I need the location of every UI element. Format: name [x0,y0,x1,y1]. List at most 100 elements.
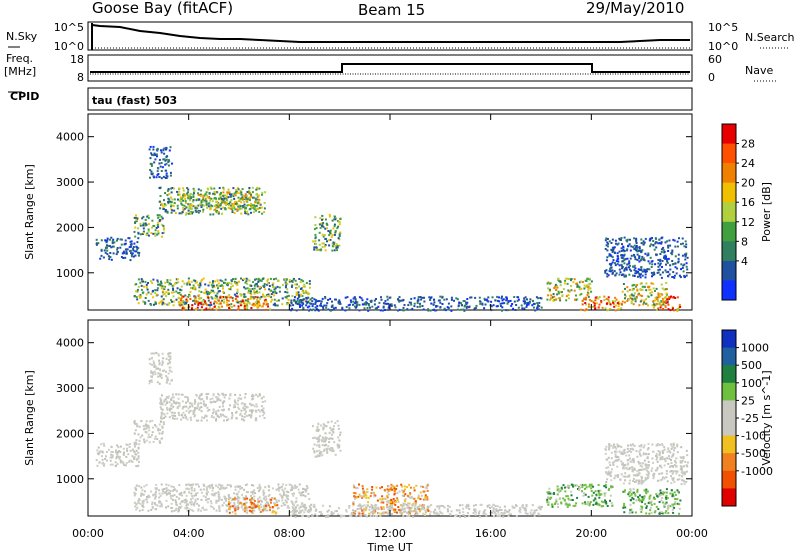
echo-cell [130,245,132,248]
echo-cell [200,410,203,413]
echo-cell [193,299,196,302]
echo-cell [264,504,267,507]
echo-cell [159,399,162,402]
echo-cell [158,382,161,385]
echo-cell [165,174,168,177]
echo-cell [620,452,623,455]
echo-cell [151,226,154,229]
echo-cell [539,507,542,510]
echo-cell [182,416,185,419]
echo-cell [305,300,308,303]
echo-cell [182,411,185,414]
echo-cell [248,288,251,291]
echo-cell [154,508,157,511]
echo-cell [465,506,468,509]
echo-cell [154,497,157,500]
echo-cell [198,294,201,297]
echo-cell [252,395,255,397]
echo-cell [189,298,192,300]
echo-cell [609,499,611,502]
echo-cell [328,215,331,218]
echo-cell [628,243,631,246]
echo-cell [390,513,393,515]
echo-cell [578,288,581,291]
echo-cell [174,414,177,417]
echo-cell [110,246,113,249]
echo-cell [153,370,156,373]
echo-cell [338,301,341,304]
echo-cell [236,299,239,302]
echo-cell [164,177,167,179]
echo-cell [623,236,626,239]
echo-cell [667,250,670,252]
echo-cell [156,287,159,290]
echo-cell [165,400,168,403]
echo-cell [227,500,230,503]
echo-cell [194,400,197,403]
echo-cell [273,288,276,291]
echo-cell [528,301,531,304]
echo-cell [157,427,160,430]
echo-cell [233,205,235,208]
echo-cell [300,299,303,301]
echo-cell [261,414,264,417]
echo-cell [298,278,301,280]
echo-cell [99,450,102,453]
echo-cell [155,351,158,354]
echo-cell [252,196,255,199]
echo-cell [210,493,213,496]
echo-cell [559,489,562,492]
echo-cell [325,222,328,225]
echo-cell [239,397,242,400]
echo-cell [250,409,253,412]
echo-cell [592,491,595,494]
nave-tick-bottom: 0 [708,71,715,84]
echo-cell [375,514,377,517]
echo-cell [168,416,171,419]
echo-cell [239,190,242,193]
echo-cell [219,399,222,402]
echo-cell [606,272,609,275]
echo-cell [405,504,408,506]
echo-cell [216,295,219,298]
echo-cell [158,187,161,190]
echo-cell [188,488,190,491]
echo-region [227,497,279,515]
echo-cell [188,491,191,494]
echo-cell [371,505,374,507]
echo-cell [134,501,137,504]
echo-cell [291,489,293,491]
echo-cell [620,247,623,250]
echo-cell [218,194,221,197]
echo-cell [372,509,375,512]
echo-cell [463,300,466,302]
echo-cell [137,451,140,454]
echo-cell [445,298,448,301]
echo-cell [291,284,294,287]
echo-cell [184,197,187,200]
echo-cell [672,454,675,457]
echo-cell [245,198,248,201]
echo-cell [284,296,287,299]
echo-cell [287,505,289,507]
echo-cell [185,212,188,215]
echo-cell [640,479,643,482]
echo-region [579,295,623,312]
echo-cell [211,205,214,208]
echo-cell [531,304,534,307]
echo-cell [121,460,124,463]
echo-cell [235,300,238,303]
echo-cell [662,476,664,479]
echo-cell [251,191,254,194]
echo-cell [473,508,475,511]
echo-cell [621,274,623,277]
echo-cell [603,494,606,497]
echo-cell [260,505,263,508]
echo-cell [658,242,661,245]
echo-cell [213,291,216,294]
echo-cell [284,278,287,280]
echo-cell [624,297,626,300]
echo-cell [371,512,374,515]
echo-cell [205,393,208,396]
echo-cell [198,290,201,293]
